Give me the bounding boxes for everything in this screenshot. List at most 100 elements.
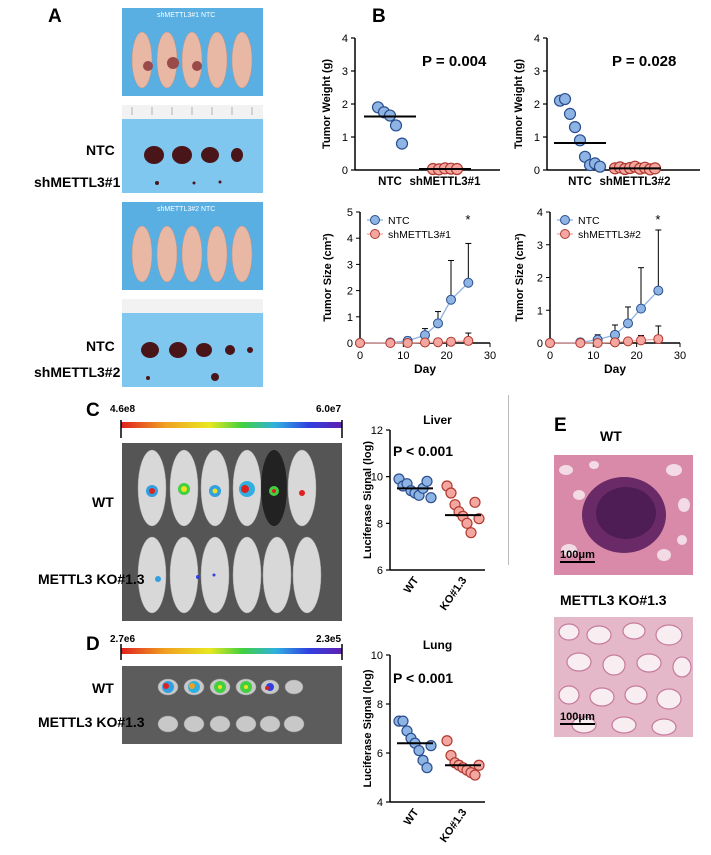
p-value-annotation: P < 0.001 bbox=[393, 443, 453, 459]
chart-tumor-size-shmettl3-2: 0 1 2 3 4 0 10 20 30 Day Tumor Size (cm³) NTC shMETT… bbox=[514, 207, 686, 376]
data-point bbox=[446, 336, 456, 347]
scale-min-d: 2.7e6 bbox=[110, 634, 136, 645]
panel-letter-a: A bbox=[48, 6, 62, 27]
y-tick-label: 2 bbox=[534, 99, 540, 111]
y-axis-label: Tumor Size (cm³) bbox=[322, 233, 334, 322]
y-tick-label: 4 bbox=[377, 797, 383, 809]
legend-marker bbox=[370, 215, 380, 225]
y-tick-label: 2 bbox=[537, 273, 543, 285]
bioluminescence-drawing bbox=[122, 443, 342, 621]
p-value-annotation: P = 0.004 bbox=[422, 53, 487, 70]
x-tick-label: 0 bbox=[547, 350, 553, 362]
data-point bbox=[623, 318, 633, 329]
significance-asterisk: * bbox=[655, 212, 660, 227]
x-category-label: KO#1.3 bbox=[438, 575, 470, 613]
bioluminescence-mice-image bbox=[122, 443, 342, 621]
data-point bbox=[395, 137, 409, 150]
legend-label: NTC bbox=[578, 215, 600, 227]
y-tick-label: 0 bbox=[342, 165, 348, 177]
panel-letter-d: D bbox=[86, 634, 100, 655]
y-axis-label: Tumor Weight (g) bbox=[321, 59, 333, 149]
mice-photo-shmettl3-2: shMETTL3#2 NTC bbox=[122, 202, 263, 290]
color-scale-bar-c bbox=[120, 420, 343, 438]
data-point bbox=[413, 744, 425, 757]
y-tick-label: 6 bbox=[377, 565, 383, 577]
data-point bbox=[636, 335, 646, 346]
x-tick-label: 20 bbox=[441, 350, 453, 362]
data-point bbox=[610, 337, 620, 348]
y-tick-label: 10 bbox=[371, 472, 383, 484]
data-point bbox=[593, 160, 607, 173]
data-point bbox=[563, 107, 577, 121]
chart-liver-luciferase: 6 8 10 12 Luciferase Signal (log) Liver P < 0.… bbox=[362, 413, 485, 613]
y-tick-label: 4 bbox=[347, 233, 353, 245]
data-point bbox=[623, 336, 633, 347]
data-point bbox=[355, 338, 365, 348]
y-tick-label: 1 bbox=[342, 132, 348, 144]
row-label-ko-d: METTL3 KO#1.3 bbox=[38, 714, 145, 730]
lung-drawing bbox=[122, 666, 342, 744]
y-tick-label: 10 bbox=[371, 650, 383, 662]
x-category-label: NTC bbox=[378, 176, 402, 188]
y-tick-label: 4 bbox=[534, 33, 540, 45]
y-tick-label: 4 bbox=[342, 33, 348, 45]
y-tick-label: 0 bbox=[537, 338, 543, 350]
y-tick-label: 1 bbox=[347, 312, 353, 324]
data-point bbox=[469, 769, 481, 781]
legend-label: shMETTL3#2 bbox=[578, 229, 641, 241]
histology-image-ko: 100μm bbox=[554, 617, 693, 737]
y-tick-label: 5 bbox=[347, 207, 353, 219]
row-label-ko-c: METTL3 KO#1.3 bbox=[38, 571, 145, 587]
data-point bbox=[433, 337, 443, 348]
row-label-shmettl3-2: shMETTL3#2 bbox=[34, 364, 121, 380]
x-category-label: shMETTL3#2 bbox=[600, 176, 671, 188]
row-label-ntc-2: NTC bbox=[86, 338, 115, 354]
panel-letter-c: C bbox=[86, 400, 100, 421]
y-tick-label: 2 bbox=[342, 99, 348, 111]
row-label-wt-d: WT bbox=[92, 680, 114, 696]
x-tick-label: 30 bbox=[484, 350, 496, 362]
y-tick-label: 4 bbox=[537, 207, 543, 219]
data-point bbox=[461, 517, 473, 529]
panel-letter-b: B bbox=[372, 6, 386, 27]
x-category-label: WT bbox=[402, 575, 422, 596]
data-point bbox=[402, 338, 413, 348]
data-point bbox=[433, 318, 443, 329]
data-point bbox=[653, 285, 664, 296]
chart-title: Liver bbox=[423, 413, 452, 427]
histology-image-wt: 100μm bbox=[554, 455, 693, 575]
panel-letter-e: E bbox=[554, 415, 567, 436]
y-tick-label: 3 bbox=[347, 259, 353, 271]
legend-marker bbox=[370, 229, 380, 239]
x-axis-label: Day bbox=[414, 362, 436, 376]
x-category-label: WT bbox=[402, 807, 422, 828]
data-point bbox=[558, 92, 572, 106]
tumor-photo-shmettl3-1 bbox=[122, 105, 263, 193]
data-point bbox=[445, 487, 457, 499]
data-point bbox=[568, 120, 582, 134]
divider bbox=[508, 395, 509, 565]
data-point bbox=[385, 338, 396, 348]
x-tick-label: 10 bbox=[587, 350, 599, 362]
y-tick-label: 3 bbox=[534, 66, 540, 78]
series-line bbox=[359, 282, 469, 344]
p-value-annotation: P = 0.028 bbox=[612, 53, 676, 70]
row-label-ntc-1: NTC bbox=[86, 142, 115, 158]
y-tick-label: 8 bbox=[377, 699, 383, 711]
mice-photo-drawing-2 bbox=[122, 202, 263, 290]
scale-max-d: 2.3e5 bbox=[316, 634, 342, 645]
y-axis-label: Luciferase Signal (log) bbox=[362, 441, 374, 559]
data-point bbox=[469, 496, 481, 508]
y-tick-label: 12 bbox=[371, 425, 383, 437]
scale-max-c: 6.0e7 bbox=[316, 404, 342, 415]
tumor-photo-drawing-2 bbox=[122, 299, 263, 387]
y-axis-label: Tumor Weight (g) bbox=[513, 59, 525, 149]
data-point bbox=[421, 475, 433, 487]
chart-tumor-weight-shmettl3-2: 0 1 2 3 4 Tumor Weight (g) P = 0.028 NTC shMETTL… bbox=[513, 33, 700, 188]
data-point bbox=[573, 134, 587, 147]
row-label-wt-c: WT bbox=[92, 494, 114, 510]
data-point bbox=[592, 338, 603, 348]
data-point bbox=[545, 338, 555, 348]
color-scale-bar-d bbox=[120, 644, 343, 660]
data-point bbox=[420, 337, 430, 348]
